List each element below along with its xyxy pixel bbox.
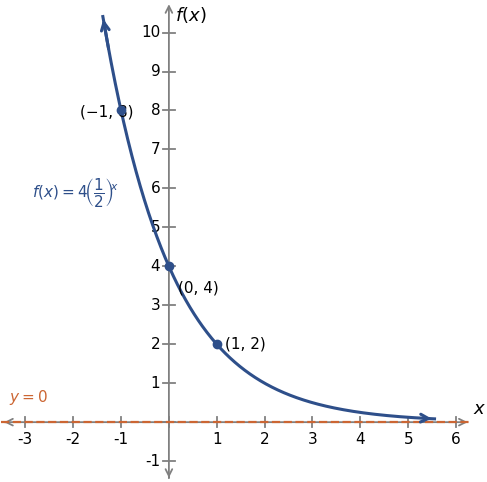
Text: (1, 2): (1, 2) [225,337,266,352]
Text: 3: 3 [150,298,160,313]
Text: 9: 9 [150,64,160,79]
Text: 8: 8 [150,103,160,118]
Text: 5: 5 [403,432,413,447]
Text: 1: 1 [150,375,160,391]
Text: 5: 5 [150,220,160,235]
Text: 3: 3 [308,432,318,447]
Text: 7: 7 [150,142,160,157]
Text: -1: -1 [145,454,160,469]
Text: -3: -3 [18,432,33,447]
Text: $f(x) = 4\!\left(\dfrac{1}{2}\right)^{\!\!x}$: $f(x) = 4\!\left(\dfrac{1}{2}\right)^{\!… [33,176,119,209]
Text: 4: 4 [356,432,365,447]
Text: (0, 4): (0, 4) [178,280,218,295]
Text: 2: 2 [150,337,160,352]
Text: 6: 6 [150,181,160,196]
Text: $y = 0$: $y = 0$ [9,388,47,407]
Text: $\mathbf{\mathit{x}}$: $\mathbf{\mathit{x}}$ [473,400,486,418]
Text: 6: 6 [451,432,461,447]
Text: 2: 2 [260,432,269,447]
Text: 10: 10 [141,25,160,40]
Text: 1: 1 [212,432,222,447]
Text: 4: 4 [150,259,160,274]
Text: -1: -1 [113,432,129,447]
Text: $\mathbf{\mathit{f(x)}}$: $\mathbf{\mathit{f(x)}}$ [175,5,206,25]
Text: (−1, 8): (−1, 8) [80,105,134,120]
Text: -2: -2 [66,432,81,447]
